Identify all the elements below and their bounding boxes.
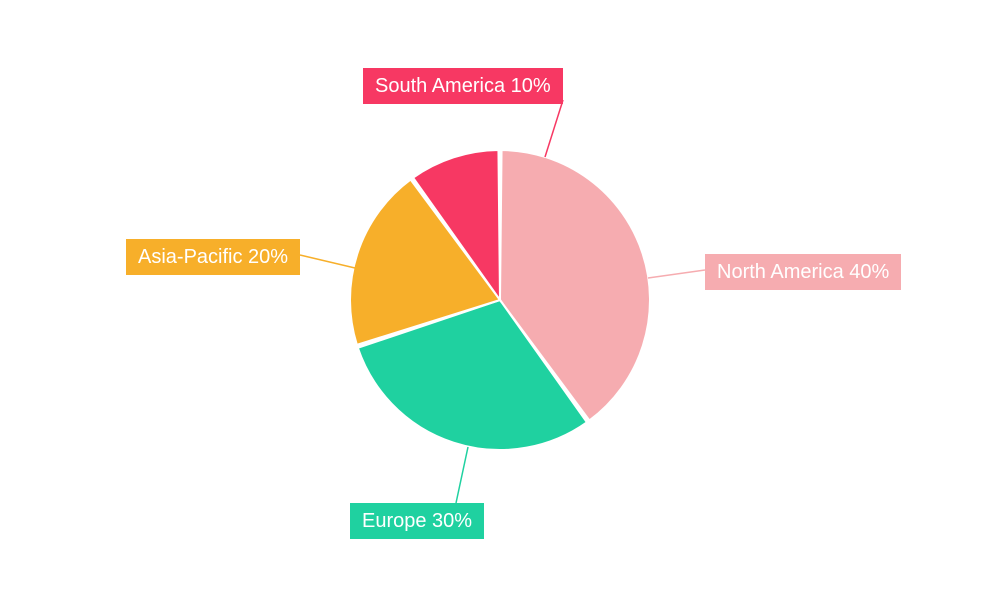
slice-label-europe: Europe 30% — [350, 503, 484, 539]
slice-label-north-america: North America 40% — [705, 254, 901, 290]
slice-label-south-america: South America 10% — [363, 68, 563, 104]
leader-line — [648, 270, 705, 278]
leader-line — [456, 447, 468, 503]
slice-label-asia-pacific: Asia-Pacific 20% — [126, 239, 300, 275]
pie-chart: North America 40% Europe 30% Asia-Pacific … — [0, 0, 1000, 600]
leader-line — [300, 255, 355, 268]
leader-line — [545, 100, 563, 157]
